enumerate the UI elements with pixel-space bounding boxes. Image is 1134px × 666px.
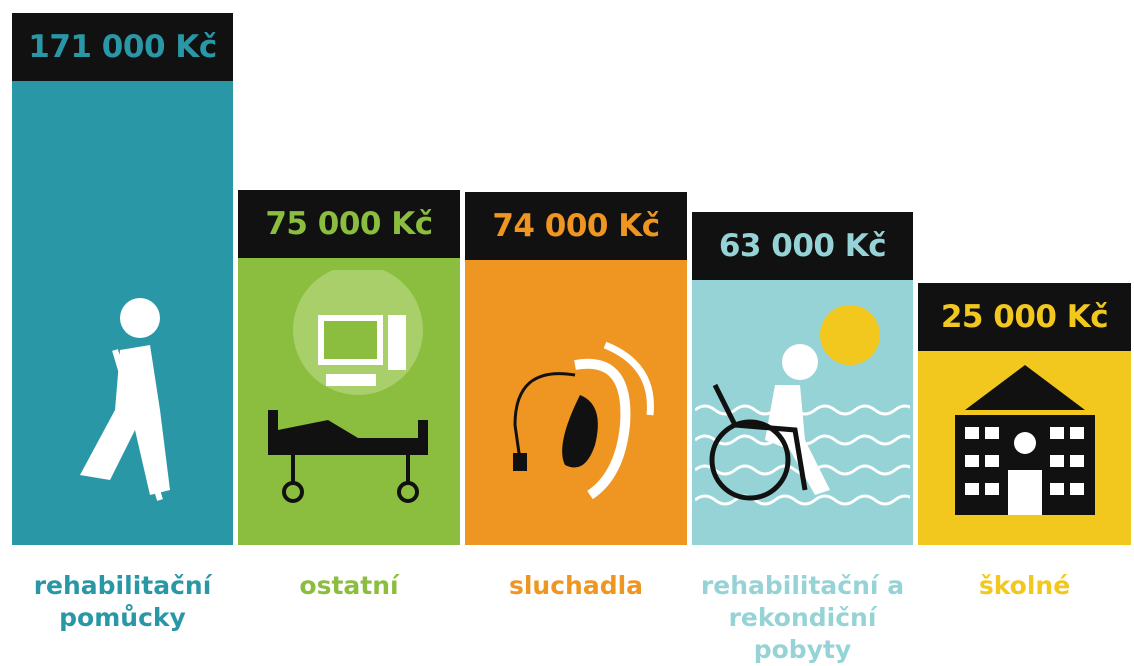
- computer-bed-icon: [258, 270, 438, 510]
- value-label: 63 000 Kč: [692, 212, 913, 280]
- hearing-aid-icon: [495, 335, 665, 505]
- category-label: rehabilitační pomůcky: [4, 570, 241, 634]
- category-label: rehabilitační a rekondiční pobyty: [684, 570, 921, 666]
- category-label: ostatní: [230, 570, 468, 602]
- category-label: školné: [910, 570, 1134, 602]
- value-label: 171 000 Kč: [12, 13, 233, 81]
- value-label: 25 000 Kč: [918, 283, 1131, 351]
- crutch-icon: [40, 290, 200, 510]
- wheelchair-icon: [695, 290, 910, 540]
- value-label: 75 000 Kč: [238, 190, 460, 258]
- category-label: sluchadla: [457, 570, 695, 602]
- school-icon: [950, 365, 1100, 515]
- value-label: 74 000 Kč: [465, 192, 687, 260]
- infographic: školné 25 000 Kč rehabilitační a rekondičn…: [0, 0, 1134, 665]
